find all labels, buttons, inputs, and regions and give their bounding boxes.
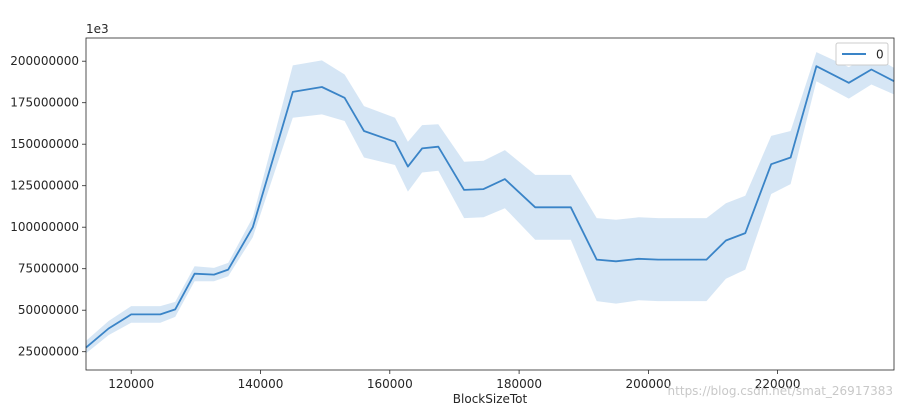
- data-point: [158, 312, 162, 316]
- y-tick-label: 175000000: [10, 96, 79, 110]
- y-tick-label: 125000000: [10, 179, 79, 193]
- data-point: [393, 140, 397, 144]
- x-axis: 120000 140000 160000 180000 200000 220000: [108, 370, 801, 391]
- x-tick-label: 140000: [238, 377, 284, 391]
- watermark: https://blog.csdn.net/smat_26917383: [668, 384, 893, 398]
- x-tick-label: 200000: [625, 377, 671, 391]
- y-tick-label: 50000000: [18, 303, 79, 317]
- data-point: [226, 268, 230, 272]
- data-point: [462, 188, 466, 192]
- data-point: [212, 273, 216, 277]
- data-point: [869, 68, 873, 72]
- axes-frame: [85, 37, 895, 371]
- legend-entry: 0: [876, 48, 884, 62]
- data-point: [814, 64, 818, 68]
- data-point: [637, 257, 641, 261]
- y-axis-multiplier: 1e3: [86, 22, 109, 36]
- data-point: [251, 225, 255, 229]
- data-point: [406, 165, 410, 169]
- data-point: [420, 146, 424, 150]
- x-tick-label: 160000: [367, 377, 413, 391]
- data-point: [343, 96, 347, 100]
- data-point: [320, 85, 324, 89]
- data-point: [482, 187, 486, 191]
- x-tick-label: 180000: [496, 377, 542, 391]
- data-point: [614, 259, 618, 263]
- data-point: [705, 258, 709, 262]
- x-axis-label: BlockSizeTot: [453, 392, 528, 406]
- legend: 0: [835, 42, 889, 66]
- y-tick-label: 25000000: [18, 345, 79, 359]
- confidence-band: [86, 52, 894, 354]
- data-point: [173, 307, 177, 311]
- data-point: [291, 90, 295, 94]
- series-line: [85, 65, 895, 349]
- data-point: [129, 312, 133, 316]
- data-point: [685, 258, 689, 262]
- data-point: [743, 231, 747, 235]
- data-point: [436, 145, 440, 149]
- y-axis: 25000000 50000000 75000000 100000000 1250000…: [10, 54, 86, 359]
- x-tick-label: 220000: [755, 377, 801, 391]
- x-tick-label: 120000: [108, 377, 154, 391]
- y-tick-label: 75000000: [18, 262, 79, 276]
- data-point: [595, 258, 599, 262]
- data-point: [724, 239, 728, 243]
- data-point: [789, 156, 793, 160]
- plot-area: [85, 52, 895, 354]
- y-tick-label: 100000000: [10, 220, 79, 234]
- data-point: [769, 162, 773, 166]
- data-point: [656, 258, 660, 262]
- data-point: [362, 129, 366, 133]
- data-point: [569, 205, 573, 209]
- data-point: [149, 312, 153, 316]
- data-point: [107, 327, 111, 331]
- y-tick-label: 200000000: [10, 54, 79, 68]
- data-point: [503, 177, 507, 181]
- data-point: [193, 272, 197, 276]
- data-point: [533, 205, 537, 209]
- data-point: [847, 81, 851, 85]
- y-tick-label: 150000000: [10, 137, 79, 151]
